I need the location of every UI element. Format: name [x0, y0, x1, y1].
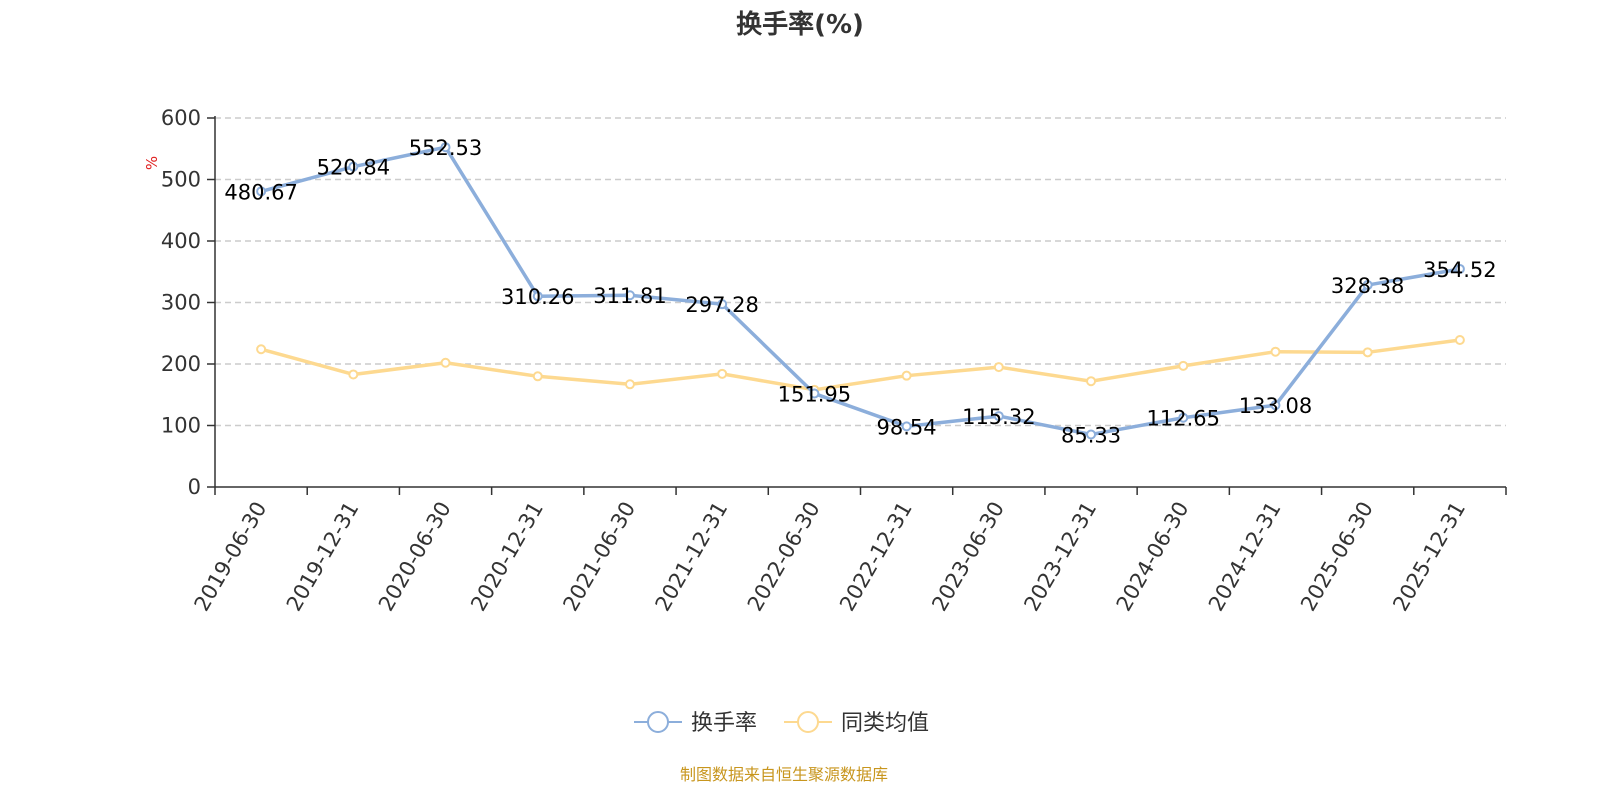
turnover-point[interactable]: [1178, 412, 1189, 423]
turnover-point[interactable]: [1454, 263, 1465, 274]
turnover-point[interactable]: [624, 290, 635, 301]
peer-average-point[interactable]: [1178, 360, 1189, 371]
turnover-point[interactable]: [348, 161, 359, 172]
x-tick-label: 2020-06-30: [374, 498, 456, 616]
data-labels: 480.67 520.84 552.53 310.26 311.81 297.28 151.…: [224, 136, 1496, 447]
legend: 换手率 同类均值: [634, 711, 929, 736]
grid-lines: [215, 117, 1506, 427]
x-tick-label: 2019-06-30: [190, 498, 272, 616]
turnover-data-label: 552.53: [409, 136, 482, 160]
x-tick-label: 2023-06-30: [927, 498, 1009, 616]
y-tick-label: 0: [188, 475, 201, 499]
peer-average-point[interactable]: [532, 371, 543, 382]
turnover-data-label: 112.65: [1147, 407, 1220, 431]
x-tick-label: 2025-12-31: [1388, 498, 1470, 616]
legend-item-turnover[interactable]: 换手率: [634, 711, 757, 736]
turnover-data-label: 115.32: [962, 405, 1035, 429]
x-tick-label: 2019-12-31: [282, 498, 364, 616]
peer-average-point[interactable]: [993, 362, 1004, 373]
turnover-point[interactable]: [532, 291, 543, 302]
x-tick-label: 2020-12-31: [466, 498, 548, 616]
legend-turnover-circle-icon: [647, 711, 669, 733]
peer-average-point[interactable]: [348, 369, 359, 380]
turnover-data-label: 151.95: [778, 383, 851, 407]
peer-average-point[interactable]: [1454, 335, 1465, 346]
turnover-data-label: 310.26: [501, 285, 574, 309]
x-tick-label: 2022-12-31: [835, 498, 917, 616]
peer-average-point[interactable]: [1362, 347, 1373, 358]
turnover-point[interactable]: [717, 299, 728, 310]
chart-title: 换手率(%): [736, 9, 864, 40]
y-tick-label: 300: [161, 291, 201, 315]
turnover-point[interactable]: [1270, 400, 1281, 411]
peer-average-point[interactable]: [1086, 376, 1097, 387]
legend-turnover-label: 换手率: [691, 711, 757, 736]
turnover-point[interactable]: [993, 411, 1004, 422]
turnover-data-label: 133.08: [1239, 394, 1312, 418]
turnover-point[interactable]: [901, 421, 912, 432]
legend-peer-average-label: 同类均值: [841, 711, 929, 736]
turnover-data-label: 98.54: [877, 415, 937, 439]
y-tick-label: 500: [161, 168, 201, 192]
peer-average-point[interactable]: [624, 379, 635, 390]
turnover-data-label: 520.84: [317, 156, 390, 180]
y-tick-label: 200: [161, 352, 201, 376]
legend-item-peer-average[interactable]: 同类均值: [784, 711, 929, 736]
peer-average-point[interactable]: [256, 344, 267, 355]
y-tick-label: 600: [161, 106, 201, 130]
turnover-data-label: 297.28: [685, 293, 758, 317]
turnover-data-label: 85.33: [1061, 424, 1121, 448]
y-tick-label: 100: [161, 414, 201, 438]
data-source-note: 制图数据来自恒生聚源数据库: [680, 765, 888, 784]
series-lines: [256, 142, 1465, 440]
turnover-point[interactable]: [256, 186, 267, 197]
peer-average-point[interactable]: [717, 368, 728, 379]
turnover-series-line: [260, 145, 1461, 437]
x-tick-label: 2021-12-31: [651, 498, 733, 616]
turnover-data-label: 354.52: [1423, 258, 1496, 282]
x-tick-label: 2022-06-30: [743, 498, 825, 616]
legend-peer-average-circle-icon: [797, 711, 819, 733]
peer-average-series-line: [260, 338, 1461, 392]
turnover-data-label: 328.38: [1331, 274, 1404, 298]
x-tick-label: 2025-06-30: [1296, 498, 1378, 616]
turnover-point[interactable]: [1362, 280, 1373, 291]
turnover-data-label: 311.81: [593, 284, 666, 308]
turnover-point[interactable]: [440, 142, 451, 153]
x-tick-label: 2023-12-31: [1019, 498, 1101, 616]
x-tick-label: 2024-06-30: [1112, 498, 1194, 616]
peer-average-point[interactable]: [440, 357, 451, 368]
peer-average-point[interactable]: [1270, 346, 1281, 357]
turnover-point[interactable]: [1086, 429, 1097, 440]
peer-average-point[interactable]: [901, 370, 912, 381]
turnover-data-label: 480.67: [224, 180, 297, 204]
y-axis-unit-label: %: [143, 156, 161, 170]
x-tick-label: 2021-06-30: [558, 498, 640, 616]
x-tick-label: 2024-12-31: [1204, 498, 1286, 616]
y-tick-label: 400: [161, 229, 201, 253]
turnover-point[interactable]: [809, 388, 820, 399]
